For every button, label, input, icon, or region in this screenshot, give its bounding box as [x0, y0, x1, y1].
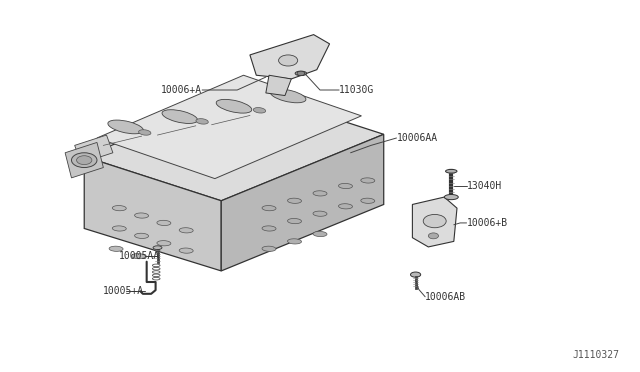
Text: 13040H: 13040H	[467, 181, 502, 191]
Text: 10006+B: 10006+B	[467, 218, 508, 228]
Polygon shape	[75, 135, 113, 163]
Circle shape	[77, 156, 92, 164]
Ellipse shape	[162, 110, 198, 124]
Ellipse shape	[157, 220, 171, 225]
Ellipse shape	[108, 120, 143, 134]
Ellipse shape	[216, 99, 252, 113]
Ellipse shape	[444, 195, 458, 200]
Ellipse shape	[262, 206, 276, 211]
Ellipse shape	[361, 198, 375, 203]
Ellipse shape	[287, 198, 301, 203]
Ellipse shape	[339, 204, 353, 209]
Polygon shape	[65, 142, 103, 178]
Ellipse shape	[253, 108, 266, 113]
Ellipse shape	[339, 183, 353, 189]
Text: 10006AA: 10006AA	[396, 133, 438, 143]
Ellipse shape	[287, 239, 301, 244]
Polygon shape	[412, 197, 457, 247]
Text: 10005AA: 10005AA	[119, 251, 161, 261]
Text: 10006+A: 10006+A	[161, 85, 202, 95]
Text: J1110327: J1110327	[573, 350, 620, 359]
Ellipse shape	[109, 246, 123, 251]
Ellipse shape	[270, 89, 306, 103]
Ellipse shape	[157, 241, 171, 246]
Circle shape	[278, 55, 298, 66]
Ellipse shape	[112, 206, 126, 211]
Ellipse shape	[179, 248, 193, 253]
Ellipse shape	[313, 211, 327, 216]
Polygon shape	[221, 134, 384, 271]
Ellipse shape	[179, 228, 193, 233]
Circle shape	[423, 214, 446, 228]
Text: 11030G: 11030G	[339, 85, 374, 95]
Circle shape	[297, 71, 305, 76]
Circle shape	[428, 233, 438, 239]
Ellipse shape	[287, 218, 301, 224]
Polygon shape	[84, 90, 384, 201]
Text: 10006AB: 10006AB	[425, 292, 467, 302]
Ellipse shape	[262, 246, 276, 251]
Ellipse shape	[134, 213, 148, 218]
Ellipse shape	[139, 130, 151, 135]
Ellipse shape	[153, 246, 162, 250]
Ellipse shape	[134, 233, 148, 238]
Ellipse shape	[72, 153, 97, 167]
Ellipse shape	[262, 226, 276, 231]
Ellipse shape	[313, 231, 327, 237]
Ellipse shape	[361, 178, 375, 183]
Polygon shape	[84, 157, 221, 271]
Text: 10005+A: 10005+A	[103, 286, 145, 296]
Ellipse shape	[131, 254, 145, 259]
Ellipse shape	[313, 191, 327, 196]
Ellipse shape	[410, 272, 420, 277]
Polygon shape	[266, 75, 291, 96]
Ellipse shape	[112, 226, 126, 231]
Ellipse shape	[196, 119, 208, 124]
Ellipse shape	[445, 169, 457, 173]
Polygon shape	[97, 75, 362, 179]
Ellipse shape	[295, 71, 307, 76]
Polygon shape	[250, 35, 330, 79]
